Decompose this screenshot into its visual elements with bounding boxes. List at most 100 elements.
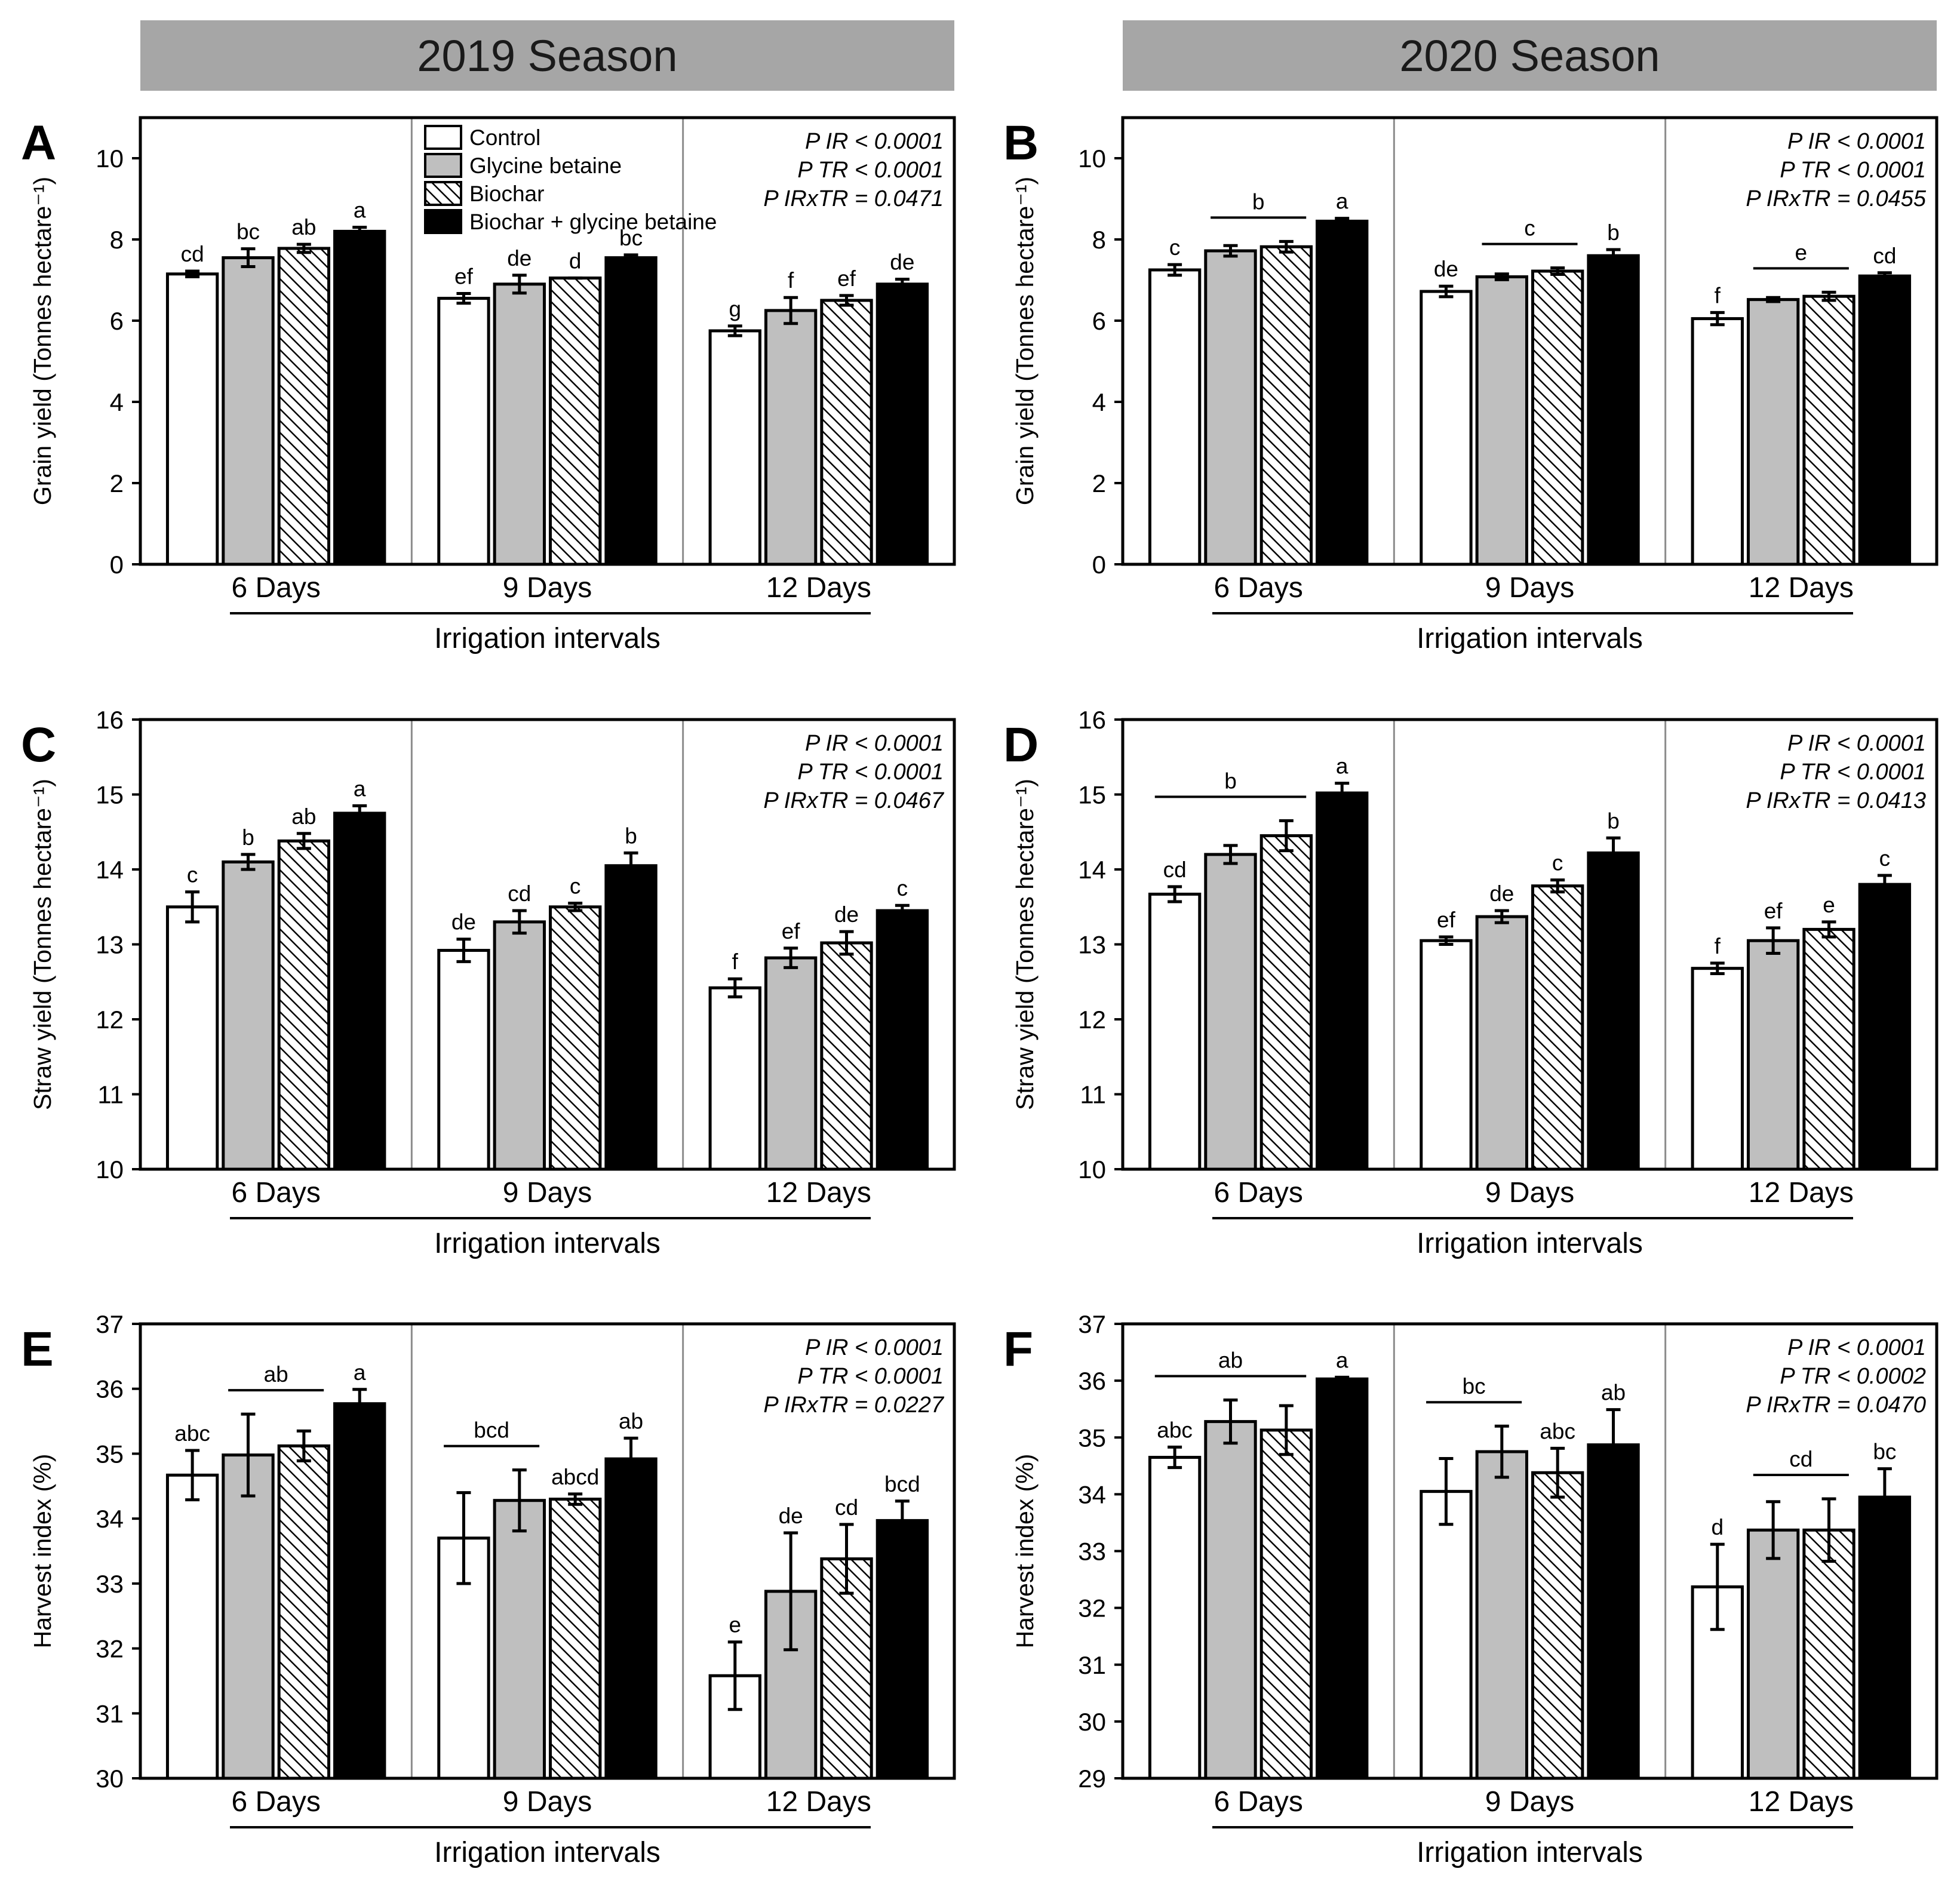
significance-letter: c [1879,846,1891,871]
x-tick-label: 12 Days [1749,1786,1854,1818]
bar [820,941,873,1171]
panel-letter: D [1003,718,1039,772]
bar [549,905,602,1171]
y-tick-label: 37 [1078,1310,1106,1338]
group-significance-letter: e [1795,240,1808,265]
y-tick-label: 13 [1078,931,1106,959]
bar [1148,1456,1202,1780]
bar [875,282,929,566]
significance-letter: cd [181,242,204,266]
significance-letter: ab [291,804,316,829]
bar [1259,1428,1313,1780]
significance-letter: ef [837,266,856,291]
x-tick-label: 12 Days [766,1177,871,1209]
plot-frame [139,1322,956,1780]
significance-letter: ab [619,1409,643,1433]
bar [1858,274,1912,566]
significance-letter: bc [236,220,260,244]
chart-panel-c: C 10 11 12 13 14 15 16 Straw yield (Tonnes hecta… [21,706,956,1259]
y-tick-label: 2 [110,469,124,497]
panel-letter: F [1003,1322,1033,1376]
bar [1204,853,1257,1171]
p-value-stat: P TR < 0.0001 [1780,760,1926,785]
group-significance-letter: cd [1789,1447,1812,1471]
bar [1148,892,1202,1171]
y-axis-label: Grain yield (Tonnes hectare⁻¹) [29,177,56,505]
significance-letter: e [1823,893,1835,917]
bar [493,1499,546,1780]
x-tick-label: 9 Days [503,1177,592,1209]
bar [1475,275,1528,566]
significance-letter: b [1607,220,1620,245]
p-value-stat: P TR < 0.0001 [797,158,944,183]
season-header-2019: 2019 Season [140,20,954,91]
x-tick-label: 6 Days [1214,572,1302,604]
significance-letter: abc [1157,1418,1193,1442]
significance-letter: a [354,776,366,801]
y-tick-label: 12 [96,1006,124,1034]
y-tick-label: 37 [96,1310,124,1338]
x-axis-label: Irrigation intervals [434,623,660,654]
y-tick-label: 34 [96,1505,124,1533]
bar [1746,298,1800,566]
significance-letter: cd [1163,857,1187,882]
bar [1802,927,1855,1171]
significance-letter: de [451,910,476,935]
y-tick-label: 31 [1078,1651,1106,1679]
chart-panel-b: B 0 2 4 6 8 10 Grain yield (Tonnes hectare⁻¹) c a… [1003,116,1939,654]
bar [1316,791,1369,1171]
bar [1587,254,1640,566]
group-significance-letter: ab [264,1362,288,1387]
bar [1746,1528,1800,1780]
p-value-stat: P IR < 0.0001 [805,129,944,154]
y-tick-label: 0 [1092,551,1106,579]
y-axis-label: Harvest index (%) [1011,1454,1039,1649]
panel-letter: E [21,1322,54,1376]
y-tick-label: 10 [1078,145,1106,173]
significance-letter: c [1169,235,1181,260]
x-tick-label: 6 Days [231,1177,320,1209]
significance-letter: c [187,863,198,887]
significance-letter: de [1434,257,1458,281]
significance-letter: g [729,297,741,321]
bar [1691,967,1744,1171]
p-value-stat: P IRxTR = 0.0413 [1746,788,1926,813]
bar [1746,939,1800,1171]
y-tick-label: 10 [96,1155,124,1184]
significance-letter: bc [619,226,643,250]
y-tick-label: 12 [1078,1006,1106,1034]
panel-letter: A [21,116,56,170]
x-axis-label: Irrigation intervals [434,1837,660,1868]
x-axis-label: Irrigation intervals [1417,1837,1643,1868]
p-value-stat: P IRxTR = 0.0467 [763,788,945,813]
bar [277,839,331,1171]
group-significance-letter: bcd [474,1418,509,1443]
panel-letter: B [1003,116,1039,170]
y-tick-label: 8 [1092,226,1106,254]
significance-letter: a [354,1360,366,1385]
y-tick-label: 14 [96,856,124,884]
y-tick-label: 11 [97,1081,124,1109]
legend-swatch [424,181,462,206]
bar [1420,1490,1473,1780]
y-tick-label: 30 [1078,1708,1106,1736]
bar [333,812,386,1171]
significance-letter: f [1715,283,1721,308]
significance-letter: de [1489,881,1514,906]
significance-letter: f [1715,934,1721,958]
p-value-stat: P TR < 0.0001 [797,1364,944,1389]
p-value-stat: P IR < 0.0001 [1787,731,1926,756]
x-tick-label: 12 Days [1749,572,1854,604]
bar [1316,219,1369,566]
plot-frame [139,718,956,1171]
significance-letter: cd [508,881,531,906]
bar [1802,294,1855,566]
chart-panel-d: D 10 11 12 13 14 15 16 Straw yield (Tonnes hecta… [1003,706,1939,1259]
bar [437,949,490,1171]
y-tick-label: 36 [1078,1367,1106,1395]
bar [604,1457,658,1780]
legend-swatch [424,153,462,178]
y-tick-label: 32 [96,1635,124,1663]
plot-frame [139,116,956,566]
